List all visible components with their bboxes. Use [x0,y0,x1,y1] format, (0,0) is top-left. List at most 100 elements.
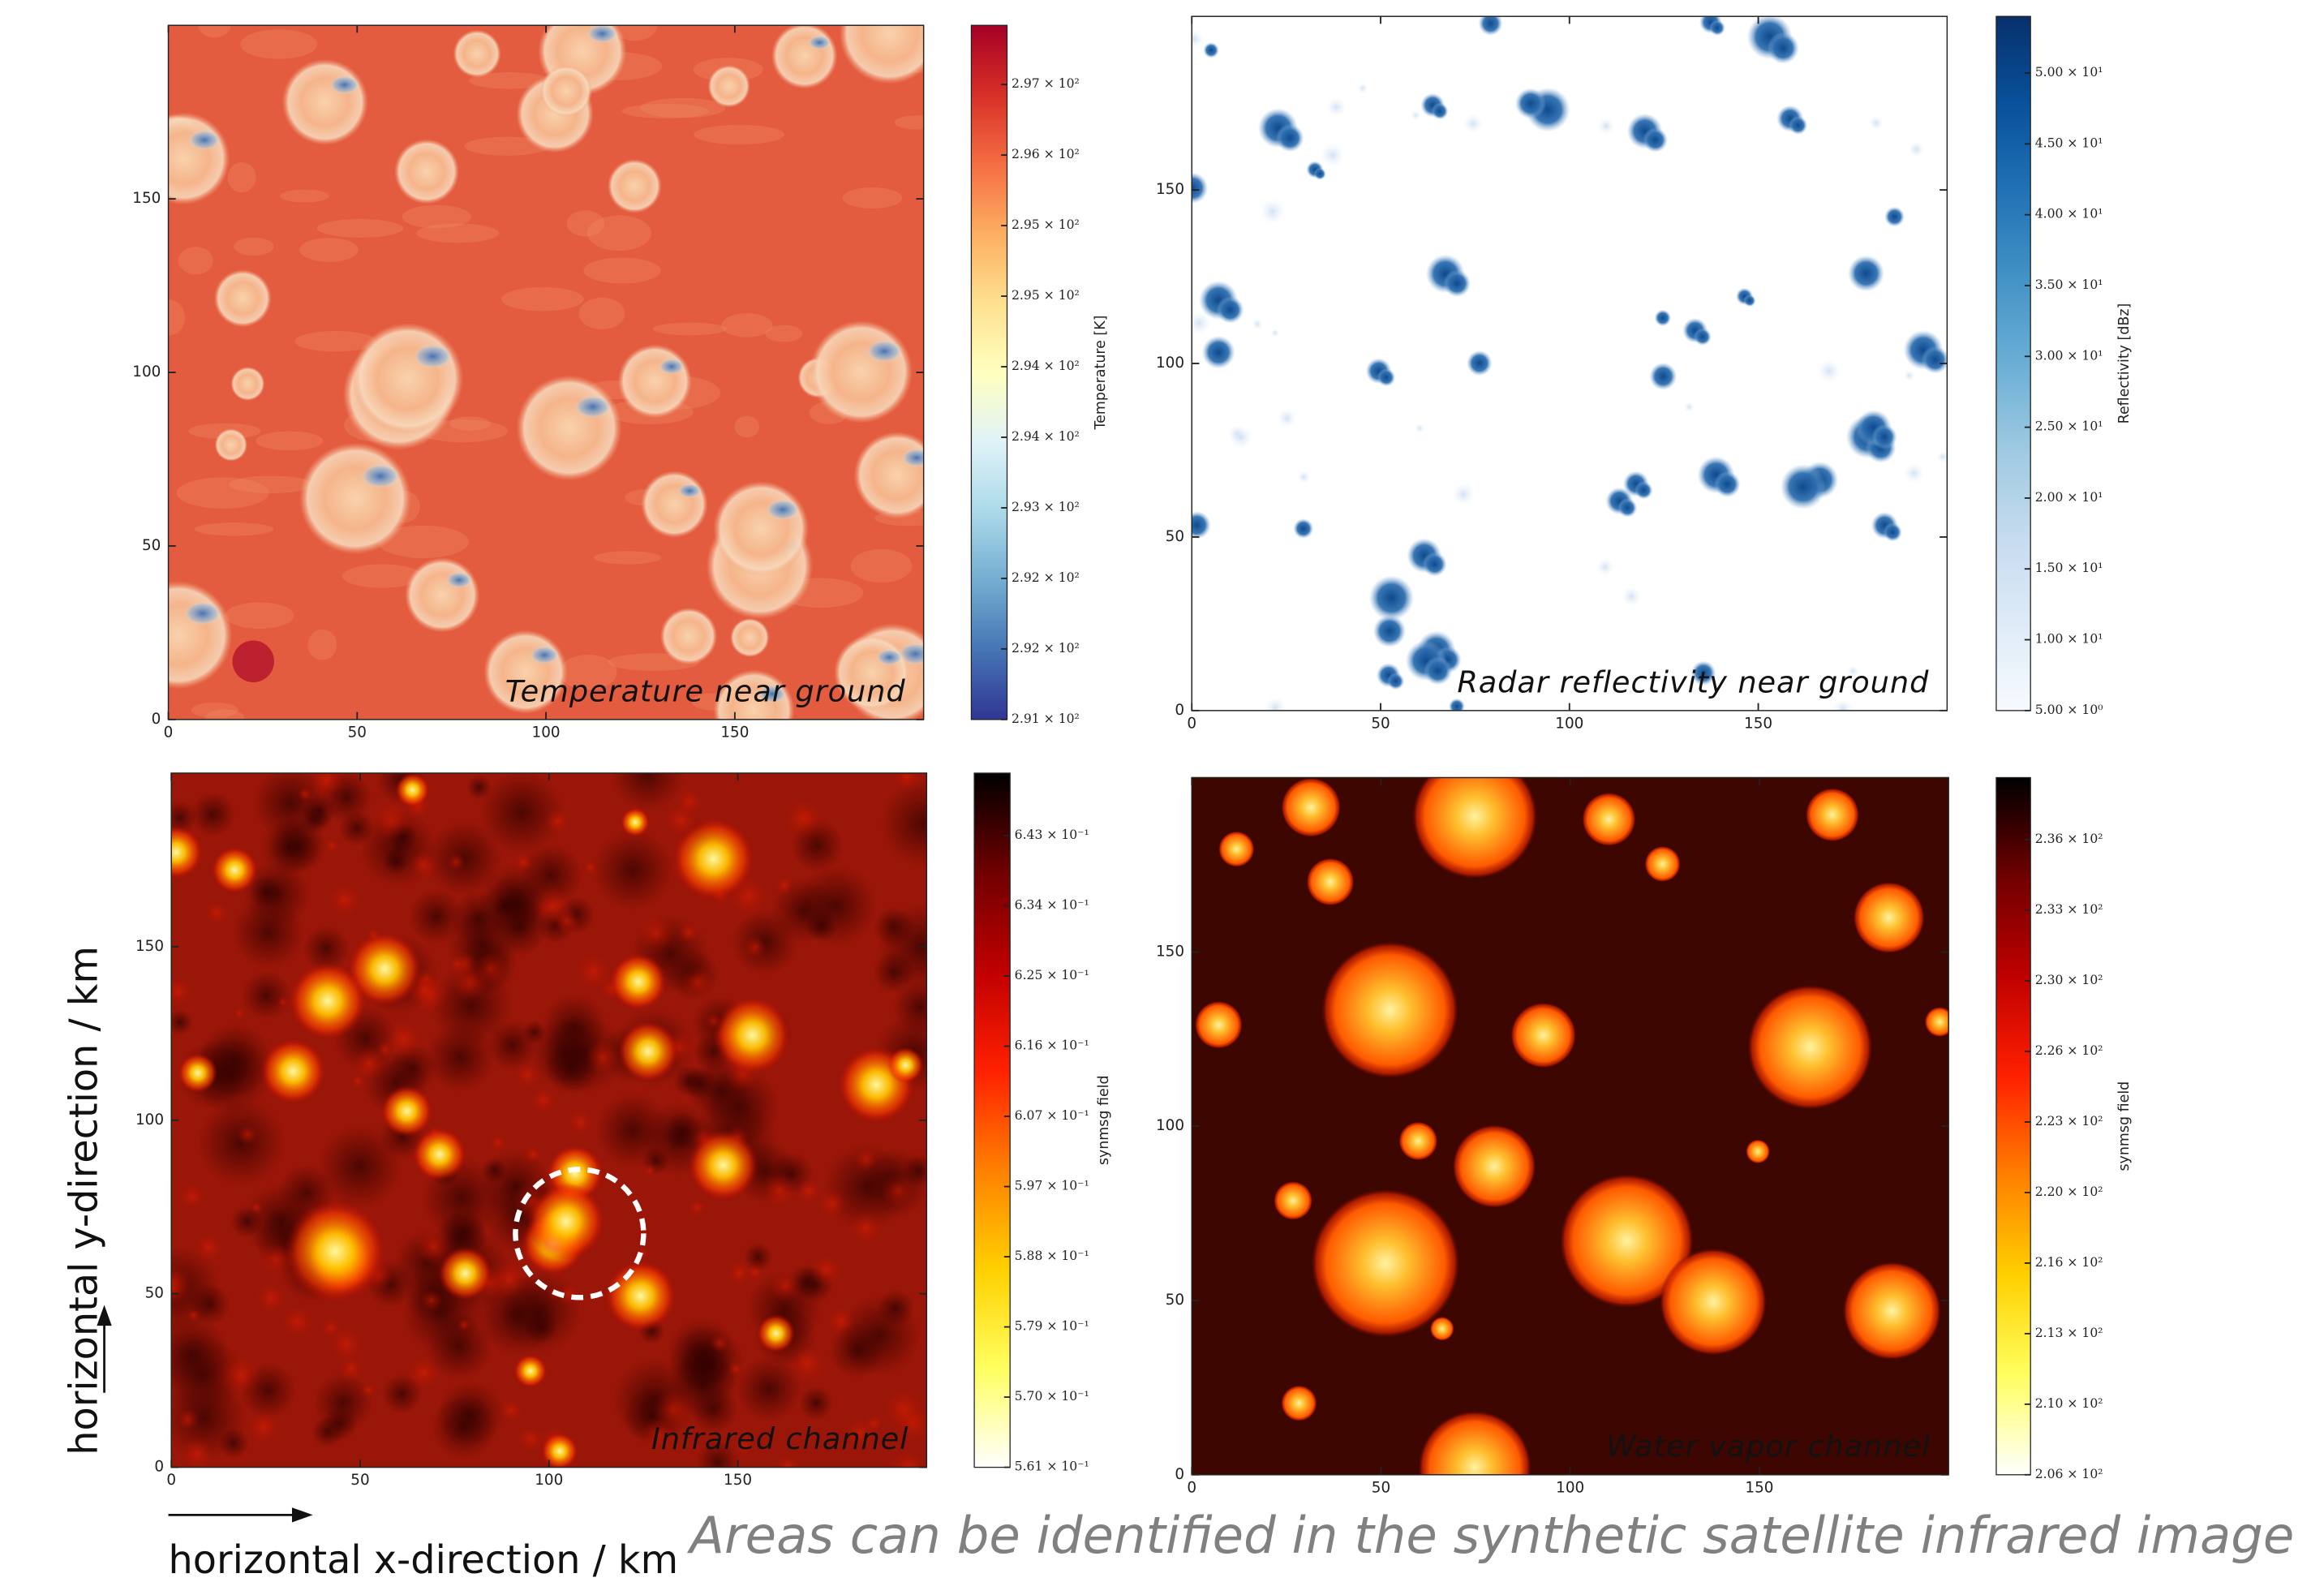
faint-echo [1252,318,1264,330]
vein [247,1410,281,1445]
vein [328,1326,364,1363]
bright-spot [1645,846,1681,882]
colorbar-tick-label: 6.34 × 10⁻¹ [1015,898,1089,913]
bright-spot [1806,788,1859,841]
colorbar-tick-label: 2.16 × 10² [2035,1255,2103,1270]
vein [204,901,229,926]
cold-edge [413,344,452,368]
dark-patch [191,792,235,836]
bright-spot [887,1047,924,1084]
colorbar-tick-label: 2.23 × 10² [2035,1114,2103,1128]
bright-spot [714,996,792,1073]
cold-pool [713,481,809,577]
field-streak [583,258,660,284]
vein [544,808,570,834]
vein [514,853,533,871]
colorbar-label: Temperature [K] [1093,316,1109,431]
bright-spot [1843,1262,1941,1360]
bright-spot [1281,777,1340,836]
x-tick-label: 50 [1371,715,1390,732]
vein [277,996,290,1008]
echo [1635,481,1652,499]
bright-spot [513,1354,547,1387]
field-streak [851,549,913,583]
faint-echo [1259,198,1286,225]
faint-echo [1832,699,1853,719]
cold-pool [660,608,717,664]
vein [583,861,598,875]
colorbar-tick-label: 5.00 × 10⁰ [2035,703,2103,717]
colorbar [971,25,1007,720]
vein [310,763,345,797]
dark-patch [799,1386,833,1420]
dark-patch [233,896,305,969]
vein [810,1254,842,1287]
field-streak [765,325,802,342]
dark-patch [314,1374,372,1432]
field-streak [308,630,337,660]
y-tick-label: 50 [145,1285,164,1302]
vein [499,1399,523,1423]
faint-echo [1596,558,1614,576]
vein [796,1178,822,1204]
vein [637,914,675,952]
faint-echo [1270,328,1280,337]
echo [1694,328,1712,346]
x-tick-label: 50 [1372,1479,1390,1496]
vein [788,1344,827,1382]
bright-spot [178,1053,217,1093]
faint-echo [1463,113,1484,134]
vein [376,1041,393,1058]
dark-patch [242,970,291,1020]
echo [1387,673,1404,690]
y-tick-label: 150 [1156,943,1184,960]
x-tick-label: 0 [1187,715,1196,732]
colorbar-tick-label: 2.36 × 10² [2035,832,2103,846]
x-arrow-head [292,1507,313,1522]
vein [775,1455,799,1478]
y-tick-label: 150 [132,190,161,207]
colorbar-tick-label: 2.92 × 10² [1012,641,1080,656]
dark-patch [880,780,967,866]
faint-echo [1185,29,1205,48]
cold-pool [516,375,621,480]
faint-echo [1326,97,1347,117]
vein [178,1409,199,1430]
echo [1369,575,1415,621]
faint-echo [1903,462,1924,484]
field-streak [256,431,323,450]
cold-pool [405,557,479,632]
colorbar-tick-label: 2.50 × 10¹ [2035,419,2103,434]
echo [1709,20,1725,36]
field-streak [722,313,773,337]
vein [881,1173,915,1207]
colorbar-label: Reflectivity [dBz] [2116,303,2133,424]
echo [1848,255,1884,291]
cold-edge [766,499,799,520]
field-streak [280,190,329,203]
field-streak [178,247,213,274]
cold-edge [530,646,559,664]
bright-spot [260,1038,325,1103]
field-streak [501,287,584,312]
bright-spot [1582,793,1635,846]
colorbar-label: synmsg field [2116,1081,2133,1171]
colorbar-tick-label: 5.61 × 10⁻¹ [1015,1459,1089,1474]
echo [1789,116,1807,135]
heatmap [1192,754,1954,1524]
field-streak [402,205,471,229]
vein [677,921,700,944]
cold-pool [214,269,272,327]
field-streak [594,551,661,564]
bright-spot [1747,985,1872,1110]
colorbar-tick-label: 2.92 × 10² [1012,570,1080,585]
vein [421,1289,443,1311]
x-tick-label: 150 [1744,715,1772,732]
bright-spot [621,808,650,837]
dark-patch [451,891,506,946]
vein [372,801,411,840]
vein [514,1063,540,1089]
vein [360,1382,376,1398]
bright-spot [1321,941,1458,1078]
vein [531,886,573,927]
